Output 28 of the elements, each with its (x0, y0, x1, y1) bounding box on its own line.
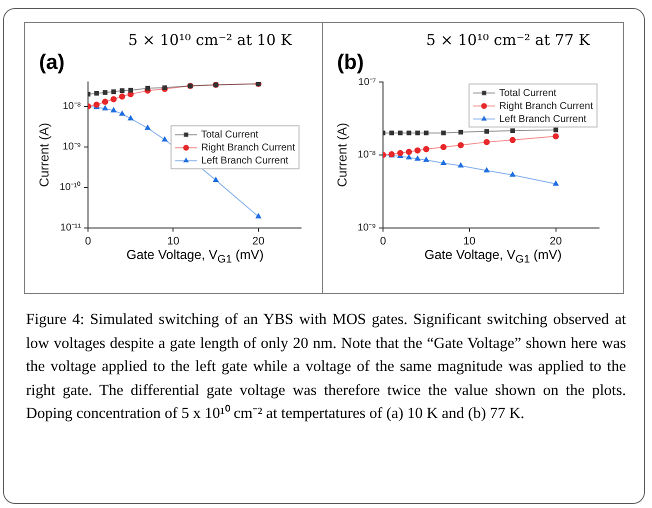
x-tick-label: 10 (167, 235, 180, 248)
x-tick-label: 0 (380, 235, 386, 248)
y-axis-title: Current (A) (334, 122, 350, 188)
y-tick-label: 10⁻⁹ (62, 142, 82, 153)
chart-title: 5 × 10¹⁰ cm⁻² at 77 K (425, 31, 591, 49)
y-tick-label: 10⁻¹⁰ (60, 181, 82, 194)
x-tick-label: 0 (84, 235, 92, 248)
legend-label: Total Current (499, 88, 557, 99)
legend-label: Right Branch Current (499, 100, 594, 112)
x-axis-title: Gate Voltage, V$_{G1}$ (mV) (423, 247, 563, 266)
legend-label: Total Current (201, 129, 259, 140)
x-tick-label: 10 (463, 235, 476, 248)
legend-label: Left Branch Current (499, 114, 587, 125)
text: (b) (337, 51, 364, 75)
text: (a) (39, 51, 65, 75)
chart-title: 5 × 10¹⁰ cm⁻² at 10 K (127, 31, 293, 49)
caption: Figure 4: Simulated switching of an YBS with MOS gates. Significant switching observed at low voltages despite a gate length of only 20 nm. Note that the “Gate Voltage” shown here was the voltage applied to the left gate while a voltage of the same magnitude was applied to the right gate. The differential gate voltage was therefore twice the value shown on the plots. Doping concentration of 5 x 10¹⁰ cm⁻² at tempertatures of (a) 10 K and (b) 77 K. (26, 310, 626, 424)
y-tick-label: 10⁻⁸ (62, 101, 82, 112)
legend-label: Left Branch Current (201, 155, 289, 166)
y-axis-title: Current (A) (36, 122, 52, 188)
y-tick-label: 10⁻⁹ (358, 222, 376, 234)
y-tick-label: 10⁻¹¹ (60, 222, 82, 234)
x-axis-title: Gate Voltage, V$_{G1}$ (mV) (125, 247, 265, 266)
x-tick-label: 20 (252, 235, 265, 248)
legend-label: Right Branch Current (201, 142, 296, 154)
y-tick-label: 10⁻⁸ (358, 150, 376, 161)
y-tick-label: 10⁻⁷ (358, 76, 376, 88)
x-tick-label: 20 (550, 235, 562, 248)
